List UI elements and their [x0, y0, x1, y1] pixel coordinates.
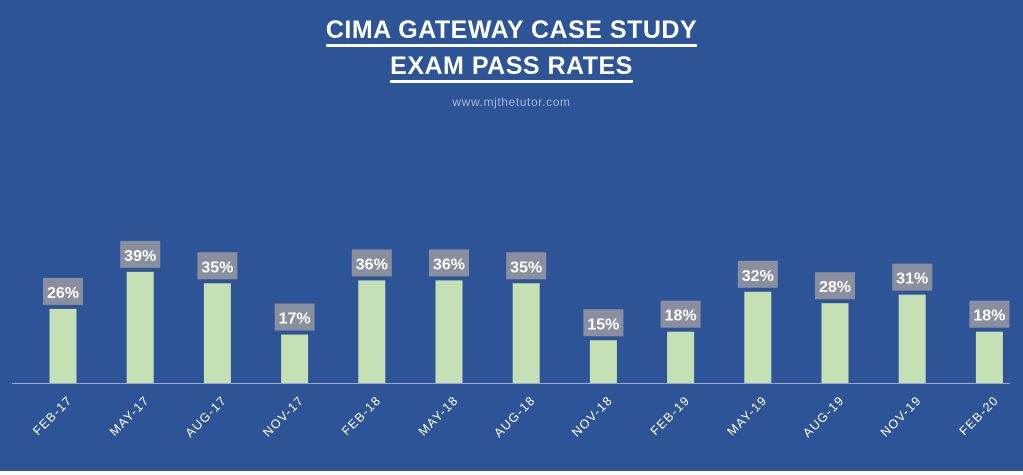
data-label-feb-17: 26% — [43, 277, 83, 305]
data-label-box — [892, 263, 933, 291]
data-label-may-19: 32% — [737, 260, 778, 288]
data-label-box — [737, 260, 778, 288]
data-label-text: 36% — [433, 256, 465, 273]
data-label-feb-18: 36% — [351, 249, 392, 277]
data-label-box — [120, 240, 161, 268]
x-tick-label-nov-19: NOV-19 — [878, 393, 924, 439]
data-label-box — [815, 272, 855, 300]
bar-may-18 — [435, 280, 463, 383]
data-label-box — [583, 309, 624, 337]
bar-aug-18 — [512, 283, 540, 383]
x-tick-label-may-19: MAY-19 — [724, 393, 769, 438]
data-label-aug-17: 35% — [197, 252, 238, 280]
data-label-text: 32% — [742, 268, 774, 285]
watermark: www.mjthetutor.com — [452, 95, 571, 109]
bar-aug-17 — [203, 283, 231, 383]
data-label-box — [274, 303, 315, 331]
data-label-text: 17% — [279, 311, 311, 328]
data-label-text: 31% — [896, 271, 928, 288]
bar-nov-17 — [281, 334, 309, 383]
x-tick-label-may-17: MAY-17 — [107, 393, 152, 438]
data-label-nov-17: 17% — [274, 303, 315, 331]
data-label-aug-19: 28% — [815, 272, 855, 300]
data-label-aug-18: 35% — [506, 252, 547, 280]
x-tick-label-aug-19: AUG-19 — [800, 393, 847, 440]
chart-title-line2: EXAM PASS RATES — [0, 52, 1023, 83]
x-tick-label-aug-18: AUG-18 — [491, 393, 538, 440]
bar-aug-19 — [821, 303, 849, 383]
bar-may-19 — [744, 291, 772, 383]
data-label-text: 36% — [356, 256, 388, 273]
bar-feb-20 — [975, 331, 1003, 383]
data-label-may-17: 39% — [120, 240, 161, 268]
x-tick-label-nov-17: NOV-17 — [260, 393, 306, 439]
x-tick-label-feb-19: FEB-19 — [648, 393, 693, 438]
x-tick-label-may-18: MAY-18 — [416, 393, 461, 438]
data-label-box — [506, 252, 547, 280]
x-tick-label-feb-17: FEB-17 — [30, 393, 75, 438]
x-tick-label-feb-20: FEB-20 — [957, 393, 1002, 438]
chart-title-line1: CIMA GATEWAY CASE STUDY — [0, 16, 1023, 47]
bar-feb-19 — [667, 331, 695, 383]
bar-nov-19 — [898, 294, 926, 383]
bar-feb-18 — [358, 280, 386, 383]
data-label-text: 26% — [47, 285, 79, 302]
x-tick-label-nov-18: NOV-18 — [569, 393, 615, 439]
bar-nov-18 — [589, 340, 617, 383]
data-label-text: 28% — [819, 279, 851, 296]
data-label-text: 18% — [973, 308, 1005, 325]
data-label-feb-20: 18% — [969, 300, 1010, 328]
data-label-nov-18: 15% — [583, 309, 624, 337]
x-tick-label-feb-18: FEB-18 — [339, 393, 384, 438]
data-label-box — [429, 249, 469, 277]
data-label-box — [351, 249, 392, 277]
data-label-feb-19: 18% — [660, 300, 701, 328]
data-label-nov-19: 31% — [892, 263, 933, 291]
data-label-box — [660, 300, 701, 328]
data-label-text: 39% — [124, 248, 156, 265]
bar-may-17 — [126, 271, 154, 383]
x-tick-label-aug-17: AUG-17 — [183, 393, 230, 440]
data-label-box — [969, 300, 1010, 328]
data-label-text: 35% — [201, 259, 233, 276]
data-label-may-18: 36% — [429, 249, 469, 277]
bar-feb-17 — [49, 308, 77, 383]
data-label-box — [197, 252, 238, 280]
data-label-text: 18% — [665, 308, 697, 325]
data-label-text: 15% — [587, 316, 619, 333]
data-label-box — [43, 277, 83, 305]
data-label-text: 35% — [510, 259, 542, 276]
